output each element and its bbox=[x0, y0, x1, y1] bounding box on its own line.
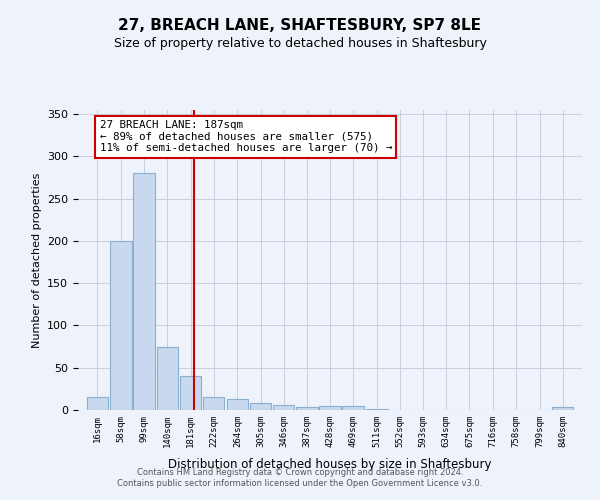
Bar bbox=[319, 406, 341, 410]
Bar bbox=[110, 241, 132, 410]
Bar bbox=[203, 398, 224, 410]
X-axis label: Distribution of detached houses by size in Shaftesbury: Distribution of detached houses by size … bbox=[168, 458, 492, 471]
Text: 27, BREACH LANE, SHAFTESBURY, SP7 8LE: 27, BREACH LANE, SHAFTESBURY, SP7 8LE bbox=[119, 18, 482, 32]
Bar bbox=[366, 409, 388, 410]
Text: Contains HM Land Registry data © Crown copyright and database right 2024.
Contai: Contains HM Land Registry data © Crown c… bbox=[118, 468, 482, 487]
Bar bbox=[227, 399, 248, 410]
Bar bbox=[250, 403, 271, 410]
Bar bbox=[552, 408, 574, 410]
Bar bbox=[273, 405, 295, 410]
Bar bbox=[133, 174, 155, 410]
Y-axis label: Number of detached properties: Number of detached properties bbox=[32, 172, 41, 348]
Text: Size of property relative to detached houses in Shaftesbury: Size of property relative to detached ho… bbox=[113, 38, 487, 51]
Bar bbox=[343, 406, 364, 410]
Bar bbox=[296, 408, 317, 410]
Text: 27 BREACH LANE: 187sqm
← 89% of detached houses are smaller (575)
11% of semi-de: 27 BREACH LANE: 187sqm ← 89% of detached… bbox=[100, 120, 392, 154]
Bar bbox=[180, 376, 201, 410]
Bar bbox=[157, 346, 178, 410]
Bar bbox=[86, 398, 108, 410]
